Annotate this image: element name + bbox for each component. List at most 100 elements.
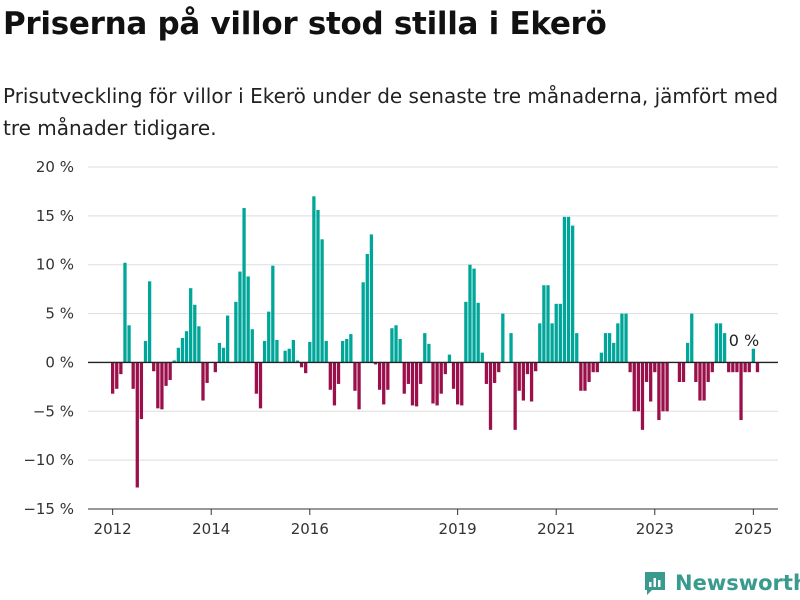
bar [254, 362, 259, 394]
bar [431, 362, 435, 404]
bar [316, 209, 320, 363]
bar [398, 338, 402, 363]
bar [156, 362, 160, 409]
bar [390, 328, 394, 363]
bar [546, 285, 550, 363]
bar [341, 340, 345, 363]
bar [632, 362, 636, 412]
bar [369, 234, 374, 363]
bar [644, 362, 649, 382]
bar [365, 253, 369, 363]
bar [451, 362, 456, 389]
bar [727, 362, 731, 373]
bar [250, 329, 254, 363]
bar [698, 362, 702, 401]
bar [324, 340, 328, 363]
last-value-annotation: 0 % [729, 331, 759, 350]
bar [184, 331, 189, 363]
bar [262, 340, 267, 363]
bar [283, 350, 287, 363]
bar [579, 362, 583, 391]
bar [488, 362, 493, 430]
bar [599, 352, 604, 363]
y-tick-label: 5 % [45, 305, 74, 323]
bar [702, 362, 706, 401]
bar [111, 362, 115, 394]
y-tick-label: −5 % [33, 402, 74, 420]
bar [722, 333, 727, 363]
bar [739, 362, 743, 421]
bar [143, 340, 148, 363]
bar [308, 341, 312, 363]
x-tick-label: 2025 [734, 520, 772, 538]
bar [484, 362, 489, 384]
bar [152, 362, 156, 372]
bar [464, 301, 468, 363]
bar [115, 362, 119, 389]
bar [755, 362, 760, 373]
bar [509, 333, 513, 363]
bar [661, 362, 665, 412]
axis-layer: −15 % −10 % −5 % 0 % 5 % 10 % 15 % 20 % 2012 2014… [23, 158, 778, 538]
bar [217, 342, 222, 363]
bar [534, 362, 538, 372]
bar [180, 338, 185, 363]
bar [299, 362, 304, 368]
bar [624, 313, 628, 363]
bar [377, 362, 382, 390]
page-subtitle: Prisutveckling för villor i Ekerö under … [3, 84, 779, 140]
bar [201, 362, 205, 401]
bar [402, 362, 406, 394]
bar [472, 268, 476, 363]
bar [653, 362, 657, 373]
bar [525, 362, 530, 375]
bar [291, 339, 295, 363]
bar [718, 323, 723, 363]
bar [747, 362, 751, 373]
bar [238, 271, 242, 363]
bar [258, 362, 263, 409]
bar [320, 239, 324, 363]
bar [686, 342, 690, 363]
bar [735, 362, 739, 373]
y-tick-label: −10 % [23, 451, 74, 469]
bar [336, 362, 341, 384]
price-change-bar-chart: −15 % −10 % −5 % 0 % 5 % 10 % 15 % 20 % 2012 2014… [23, 158, 778, 538]
bar [497, 362, 501, 373]
bar [558, 303, 562, 363]
bar [492, 362, 497, 383]
bar [234, 301, 238, 363]
bar [681, 362, 686, 382]
x-tick-label: 2014 [192, 520, 230, 538]
bar [460, 362, 464, 406]
x-tick-label: 2021 [537, 520, 575, 538]
bar [571, 225, 575, 363]
bar [439, 362, 443, 394]
bar [620, 313, 624, 363]
bar [456, 362, 460, 405]
bar [172, 360, 176, 363]
y-tick-label: 10 % [36, 256, 74, 274]
bar [583, 362, 587, 391]
bar [168, 362, 172, 381]
bar [751, 348, 755, 363]
bar [607, 333, 612, 363]
bar [603, 333, 608, 363]
bar [345, 338, 349, 363]
bar [246, 276, 250, 363]
bar [566, 216, 571, 363]
bar [575, 333, 579, 363]
bar [226, 315, 230, 363]
y-tick-label: 20 % [36, 158, 74, 176]
bar [443, 362, 447, 375]
bar [554, 303, 558, 363]
bar [612, 342, 616, 363]
newsworthy-logo: Newsworthy [643, 570, 800, 596]
bar [135, 362, 139, 488]
bar [176, 347, 180, 363]
bar [147, 281, 152, 363]
x-tick-label: 2019 [439, 520, 477, 538]
bar [542, 285, 546, 363]
bar [616, 323, 620, 363]
bar [657, 362, 661, 421]
